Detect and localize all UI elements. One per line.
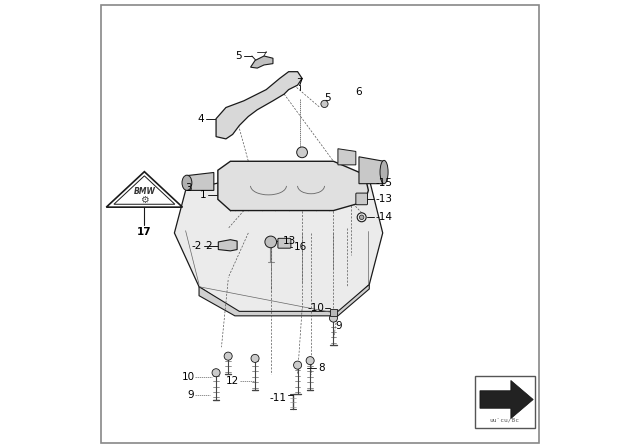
Text: -13: -13 [375,194,392,204]
Polygon shape [330,309,337,316]
Polygon shape [114,176,175,204]
Polygon shape [480,380,533,418]
Text: 4: 4 [198,114,204,124]
Text: 12: 12 [226,376,239,386]
Text: 9: 9 [335,321,342,331]
Text: 8: 8 [317,363,324,373]
Text: 13: 13 [284,236,296,246]
Text: 9: 9 [187,390,194,400]
Polygon shape [199,284,369,316]
Text: -11: -11 [269,393,287,403]
Text: 5: 5 [236,51,242,61]
Polygon shape [218,161,369,211]
Text: 17: 17 [137,227,152,237]
Text: uu`cu/8c: uu`cu/8c [490,418,520,422]
Ellipse shape [182,175,192,190]
Polygon shape [218,240,237,251]
Text: -10: -10 [307,303,324,313]
FancyBboxPatch shape [278,238,291,248]
Circle shape [212,369,220,377]
Text: -2: -2 [191,241,202,250]
Text: 10: 10 [181,372,195,382]
Polygon shape [174,179,383,314]
Bar [475,376,535,428]
Polygon shape [359,157,384,184]
Polygon shape [338,149,356,165]
Circle shape [251,354,259,362]
Ellipse shape [380,160,388,184]
Text: 1: 1 [200,190,206,200]
Text: 16: 16 [294,242,307,252]
Circle shape [224,352,232,360]
Circle shape [360,215,364,220]
Circle shape [297,147,307,158]
Circle shape [294,361,301,369]
FancyBboxPatch shape [356,193,367,205]
Text: -14: -14 [375,212,392,222]
Text: BMW: BMW [134,187,156,196]
Text: 2: 2 [205,241,212,250]
Circle shape [321,100,328,108]
Circle shape [330,314,337,322]
Polygon shape [216,72,302,139]
Text: 3: 3 [185,183,192,193]
Text: 6: 6 [355,87,362,97]
Circle shape [306,357,314,365]
Polygon shape [187,172,214,190]
Text: 7: 7 [296,78,302,88]
Circle shape [265,236,276,248]
Polygon shape [106,172,182,207]
Text: 5: 5 [324,93,331,103]
Text: -15: -15 [375,178,392,188]
Polygon shape [251,56,273,68]
Text: ⚙: ⚙ [140,195,148,205]
